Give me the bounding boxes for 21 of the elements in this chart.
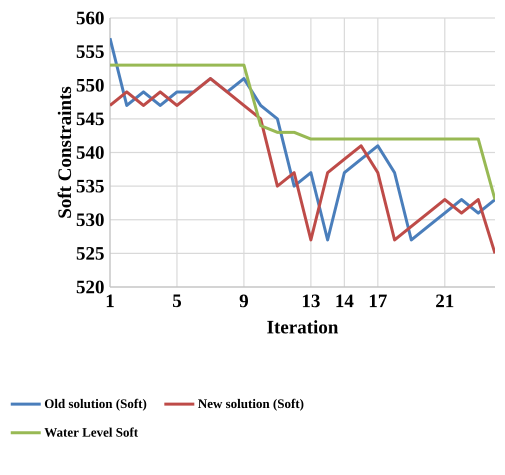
x-tick-label: 17 <box>370 294 387 308</box>
x-tick-label: 1 <box>106 294 114 308</box>
x-tick-label: 5 <box>172 294 182 308</box>
legend-label: Old solution (Soft) <box>44 398 146 411</box>
y-tick-label: 525 <box>76 246 104 260</box>
y-tick-label: 545 <box>76 112 104 126</box>
legend-label: New solution (Soft) <box>198 398 304 411</box>
legend-label: Water Level Soft <box>44 427 138 437</box>
x-tick-label: 21 <box>436 294 454 308</box>
y-tick-label: 535 <box>76 180 104 193</box>
x-axis-title: Iteration <box>267 320 338 334</box>
y-axis-title: Soft Constraints <box>58 86 72 218</box>
y-tick-label: 520 <box>76 280 104 294</box>
y-tick-label: 530 <box>76 213 104 226</box>
y-tick-label: 540 <box>76 146 104 159</box>
x-tick-label: 13 <box>302 294 320 308</box>
x-tick-label: 14 <box>336 294 354 308</box>
x-tick-label: 9 <box>240 294 248 308</box>
y-tick-label: 550 <box>76 78 104 92</box>
y-tick-label: 560 <box>76 12 104 24</box>
y-tick-label: 555 <box>76 45 104 58</box>
